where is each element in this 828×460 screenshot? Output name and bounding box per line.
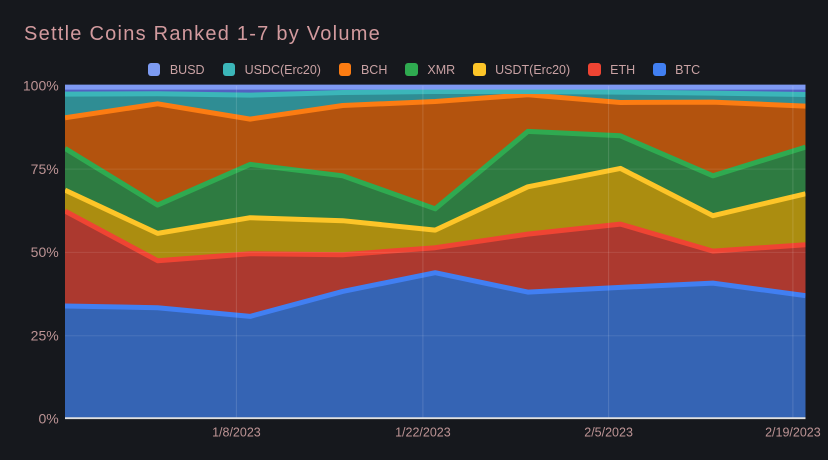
svg-text:0%: 0% [38,411,58,427]
svg-text:75%: 75% [31,161,59,177]
svg-text:25%: 25% [31,327,59,343]
svg-text:2/5/2023: 2/5/2023 [584,425,633,439]
svg-text:2/19/2023: 2/19/2023 [765,425,821,439]
svg-text:100%: 100% [23,78,59,94]
svg-text:1/22/2023: 1/22/2023 [395,425,451,439]
svg-text:1/8/2023: 1/8/2023 [212,425,261,439]
svg-text:50%: 50% [31,244,59,260]
